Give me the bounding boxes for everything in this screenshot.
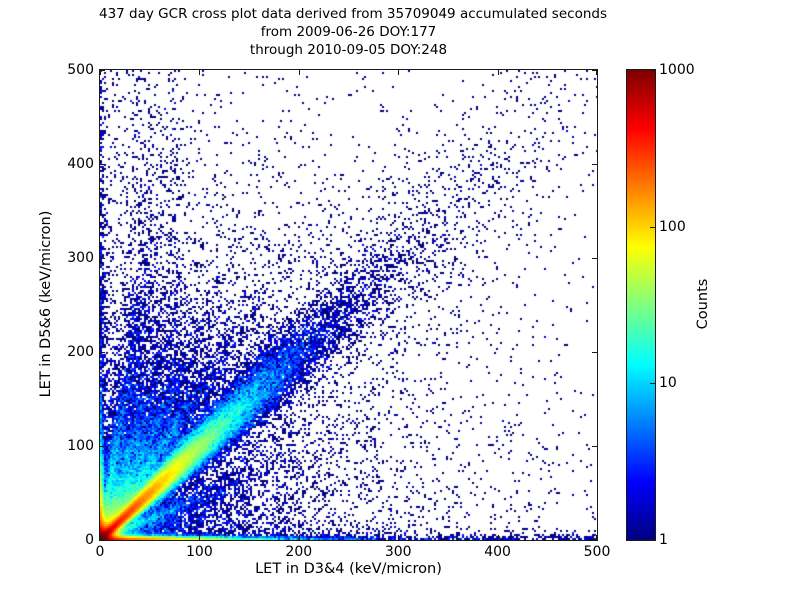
y-tick-label: 300 [67,250,94,266]
x-tick [498,70,499,75]
y-tick-label: 400 [67,156,94,172]
x-tick [596,535,597,540]
y-tick [100,258,105,259]
x-tick-label: 200 [285,544,313,560]
y-tick [592,164,597,165]
title-line-3: through 2010-09-05 DOY:248 [249,42,448,58]
y-axis-label: LET in D5&6 (keV/micron) [38,210,54,398]
colorbar-gradient-canvas [627,70,655,540]
y-tick [100,70,105,71]
scatter-heatmap-canvas [100,70,597,540]
x-tick [299,70,300,75]
x-tick [199,70,200,75]
x-tick [596,70,597,75]
x-tick [100,535,101,540]
y-tick [100,164,105,165]
x-tick-label: 500 [583,544,611,560]
y-tick-label: 0 [85,532,94,548]
colorbar-tick-label: 100 [659,218,686,235]
title-line-1: 437 day GCR cross plot data derived from… [99,6,607,22]
colorbar-tick-label: 10 [659,375,677,392]
x-tick [398,535,399,540]
colorbar-tick [650,383,655,384]
x-tick [398,70,399,75]
y-tick-label: 200 [67,344,94,360]
y-tick [592,352,597,353]
y-tick [592,539,597,540]
colorbar-tick [650,70,655,71]
plot-area [99,69,598,541]
colorbar [626,69,656,541]
colorbar-label: Counts [695,278,711,330]
chart-title: 437 day GCR cross plot data derived from… [99,5,607,59]
x-tick-label: 0 [95,544,105,560]
y-tick [100,539,105,540]
colorbar-tick-label: 1000 [659,62,695,78]
x-tick [100,70,101,75]
x-tick [498,535,499,540]
y-tick-label: 100 [67,438,94,454]
x-axis-label: LET in D3&4 (keV/micron) [255,561,442,577]
x-tick-label: 100 [186,544,213,560]
colorbar-tick-label: 1 [659,532,668,548]
x-tick-label: 300 [384,544,412,560]
x-tick-label: 400 [484,544,511,560]
title-line-2: from 2009-06-26 DOY:177 [260,24,437,40]
colorbar-tick [650,539,655,540]
y-tick [100,446,105,447]
x-tick [299,535,300,540]
y-tick [592,70,597,71]
y-tick [592,446,597,447]
colorbar-tick [650,227,655,228]
y-tick [592,258,597,259]
y-tick [100,352,105,353]
x-tick [199,535,200,540]
y-tick-label: 500 [67,62,94,78]
